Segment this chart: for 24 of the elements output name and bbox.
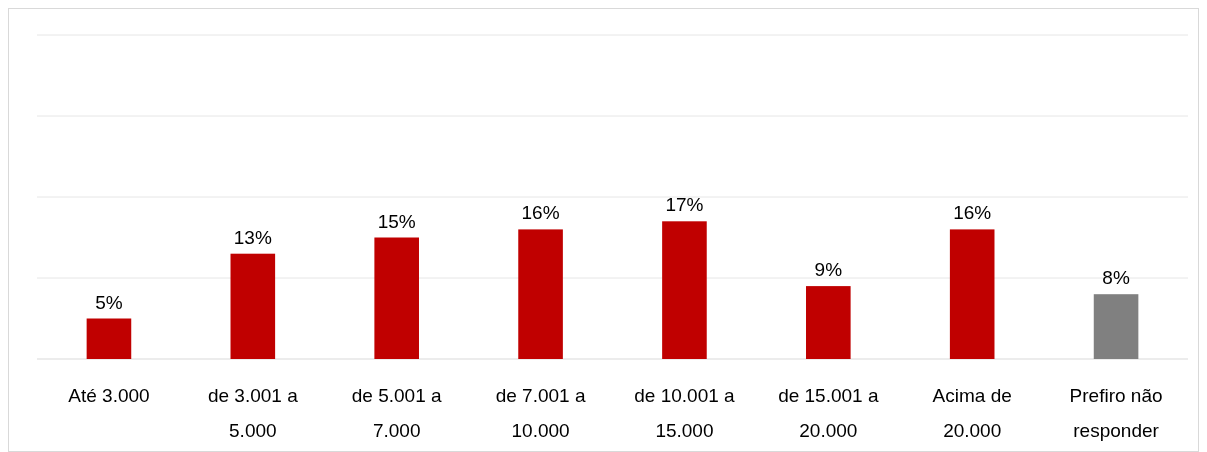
x-tick-label: de 7.001 a 10.000	[495, 385, 586, 441]
x-tick-label: de 5.001 a 7.000	[351, 385, 443, 441]
x-tick-label: Prefiro não responder	[1069, 385, 1163, 441]
bar	[949, 229, 995, 359]
bar	[230, 253, 276, 359]
bar	[806, 286, 851, 359]
data-label: 5%	[95, 291, 123, 313]
data-label: 8%	[1102, 267, 1130, 289]
data-label: 9%	[814, 259, 843, 281]
data-label: 15%	[377, 210, 416, 232]
data-label: 16%	[953, 202, 992, 224]
x-tick-label: de 10.001 a 15.000	[634, 385, 736, 441]
data-label: 13%	[233, 226, 272, 248]
x-tick-label: Acima de 20.000	[932, 385, 1012, 441]
x-tick-label: Até 3.000	[68, 385, 150, 406]
bar	[662, 221, 707, 359]
x-tick-label: de 15.001 a 20.000	[778, 385, 879, 441]
x-tick-label: de 3.001 a 5.000	[207, 385, 299, 441]
bar	[518, 229, 563, 359]
bar	[374, 237, 419, 359]
bar	[1093, 294, 1139, 359]
data-label: 17%	[665, 194, 704, 216]
bar	[86, 318, 132, 359]
data-label: 16%	[521, 202, 560, 224]
